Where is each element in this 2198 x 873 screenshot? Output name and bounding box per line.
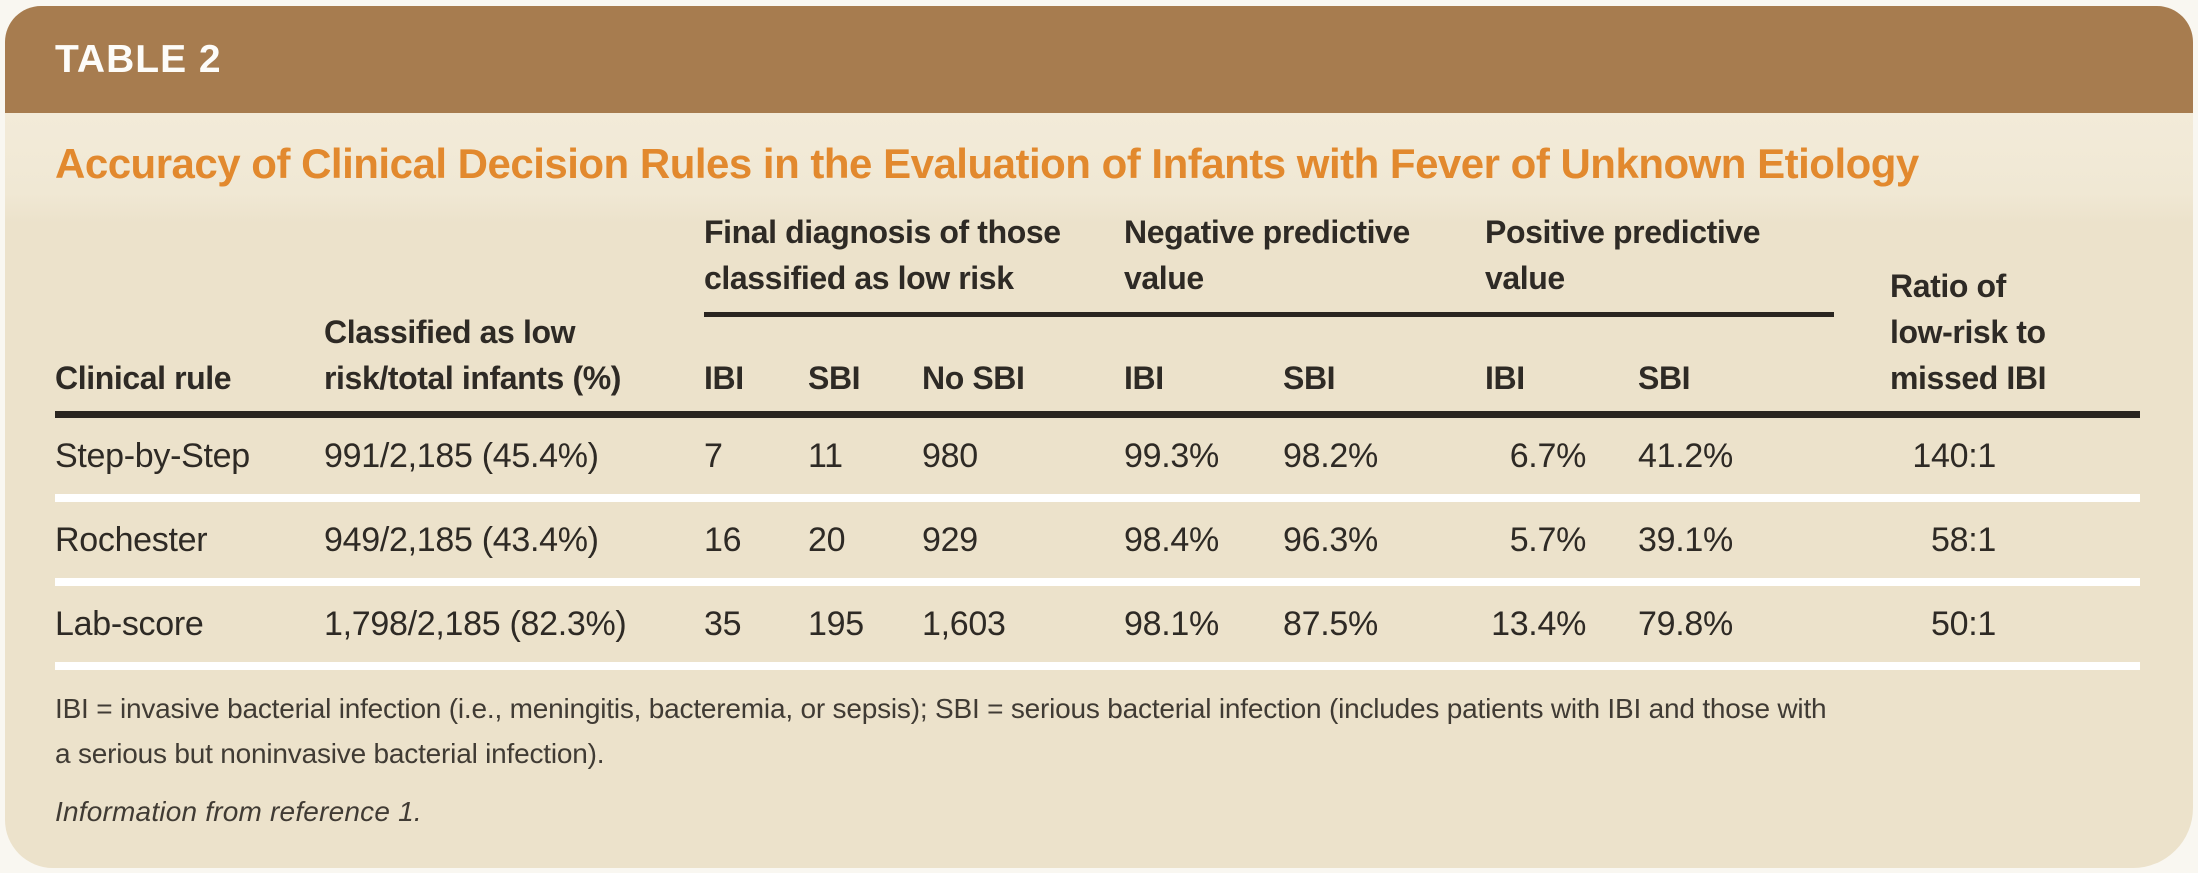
cell-ppv-ibi: 5.7% bbox=[1509, 520, 1587, 559]
cell-final-no-sbi: 1,603 bbox=[922, 604, 1006, 643]
table-header: Final diagnosis of those classified as l… bbox=[55, 205, 2140, 418]
cell-ratio: 140:1 bbox=[1912, 436, 1996, 475]
col-header-final-sbi: SBI bbox=[808, 360, 861, 396]
cell-ratio: 58:1 bbox=[1931, 520, 1996, 559]
table-card: TABLE 2 Accuracy of Clinical Decision Ru… bbox=[5, 6, 2193, 868]
col-header-clinical-rule: Clinical rule bbox=[55, 360, 232, 396]
cell-ppv-sbi: 39.1% bbox=[1638, 520, 1733, 559]
cell-ratio: 50:1 bbox=[1931, 604, 1996, 643]
col-header-classified: Classified as low risk/total infants (%) bbox=[324, 314, 622, 396]
footnote-abbreviations: IBI = invasive bacterial infection (i.e.… bbox=[55, 693, 1827, 769]
col-header-npv-ibi: IBI bbox=[1124, 360, 1164, 396]
cell-clinical-rule: Rochester bbox=[55, 520, 208, 559]
cell-classified: 991/2,185 (45.4%) bbox=[324, 436, 599, 475]
cell-final-no-sbi: 929 bbox=[922, 520, 978, 559]
table-row: Rochester 949/2,185 (43.4%) 16 20 929 98… bbox=[55, 494, 2140, 578]
cell-npv-ibi: 99.3% bbox=[1124, 436, 1219, 475]
col-header-ratio: Ratio of low-risk to missed IBI bbox=[1890, 268, 2047, 396]
table-row: Step-by-Step 991/2,185 (45.4%) 7 11 980 … bbox=[55, 418, 2140, 494]
footnote-separator-rule bbox=[55, 662, 2140, 670]
cell-ppv-ibi: 6.7% bbox=[1509, 436, 1587, 475]
cell-ppv-sbi: 41.2% bbox=[1638, 436, 1733, 475]
cell-npv-sbi: 96.3% bbox=[1283, 520, 1378, 559]
col-header-final-no-sbi: No SBI bbox=[922, 360, 1025, 396]
cell-npv-ibi: 98.1% bbox=[1124, 604, 1219, 643]
col-header-final-ibi: IBI bbox=[704, 360, 744, 396]
cell-final-sbi: 11 bbox=[808, 436, 843, 475]
data-table: Final diagnosis of those classified as l… bbox=[55, 205, 2140, 670]
cell-final-ibi: 7 bbox=[704, 436, 723, 475]
cell-clinical-rule: Lab-score bbox=[55, 604, 204, 643]
col-group-negative-predictive-value: Negative predictive value bbox=[1124, 214, 1410, 296]
cell-final-ibi: 16 bbox=[704, 520, 742, 559]
col-group-final-diagnosis: Final diagnosis of those classified as l… bbox=[704, 214, 1061, 296]
table-title: Accuracy of Clinical Decision Rules in t… bbox=[55, 140, 1919, 187]
table-body: Accuracy of Clinical Decision Rules in t… bbox=[5, 113, 2193, 868]
cell-npv-sbi: 87.5% bbox=[1283, 604, 1378, 643]
group-header-rule bbox=[704, 312, 1834, 317]
table-row: Lab-score 1,798/2,185 (82.3%) 35 195 1,6… bbox=[55, 578, 2140, 662]
cell-ppv-sbi: 79.8% bbox=[1638, 604, 1733, 643]
cell-ppv-ibi: 13.4% bbox=[1491, 604, 1586, 643]
cell-final-ibi: 35 bbox=[704, 604, 742, 643]
cell-classified: 949/2,185 (43.4%) bbox=[324, 520, 599, 559]
cell-clinical-rule: Step-by-Step bbox=[55, 436, 250, 475]
col-header-npv-sbi: SBI bbox=[1283, 360, 1336, 396]
col-group-positive-predictive-value: Positive predictive value bbox=[1485, 214, 1761, 296]
table-number-label: TABLE 2 bbox=[55, 37, 222, 81]
col-header-ppv-ibi: IBI bbox=[1485, 360, 1525, 396]
cell-final-sbi: 20 bbox=[808, 520, 846, 559]
cell-npv-sbi: 98.2% bbox=[1283, 436, 1378, 475]
cell-npv-ibi: 98.4% bbox=[1124, 520, 1219, 559]
table-banner: TABLE 2 bbox=[5, 6, 2193, 113]
cell-classified: 1,798/2,185 (82.3%) bbox=[324, 604, 627, 643]
col-header-ppv-sbi: SBI bbox=[1638, 360, 1691, 396]
cell-final-sbi: 195 bbox=[808, 604, 864, 643]
cell-final-no-sbi: 980 bbox=[922, 436, 978, 475]
footnote-source: Information from reference 1. bbox=[55, 796, 422, 827]
